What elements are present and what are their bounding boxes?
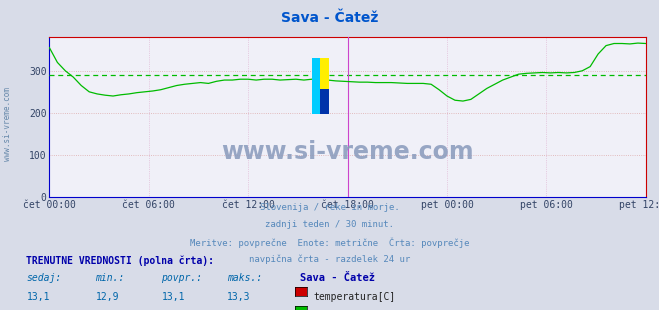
Text: zadnji teden / 30 minut.: zadnji teden / 30 minut.: [265, 220, 394, 229]
Text: Sava - Čatež: Sava - Čatež: [281, 11, 378, 25]
Text: min.:: min.:: [96, 273, 125, 283]
Text: maks.:: maks.:: [227, 273, 262, 283]
Text: 13,1: 13,1: [161, 292, 185, 302]
Text: temperatura[C]: temperatura[C]: [314, 292, 396, 302]
Text: Meritve: povprečne  Enote: metrične  Črta: povprečje: Meritve: povprečne Enote: metrične Črta:…: [190, 237, 469, 248]
Text: www.si-vreme.com: www.si-vreme.com: [221, 140, 474, 164]
Text: navpična črta - razdelek 24 ur: navpična črta - razdelek 24 ur: [249, 254, 410, 264]
Text: www.si-vreme.com: www.si-vreme.com: [3, 87, 13, 161]
Text: sedaj:: sedaj:: [26, 273, 61, 283]
FancyBboxPatch shape: [312, 58, 320, 114]
Text: 13,3: 13,3: [227, 292, 251, 302]
Text: Sava - Čatež: Sava - Čatež: [300, 273, 375, 283]
Text: 13,1: 13,1: [26, 292, 50, 302]
Text: 12,9: 12,9: [96, 292, 119, 302]
Text: povpr.:: povpr.:: [161, 273, 202, 283]
Text: TRENUTNE VREDNOSTI (polna črta):: TRENUTNE VREDNOSTI (polna črta):: [26, 256, 214, 266]
Text: Slovenija / reke in morje.: Slovenija / reke in morje.: [260, 203, 399, 212]
FancyBboxPatch shape: [320, 89, 329, 114]
FancyBboxPatch shape: [312, 58, 329, 114]
